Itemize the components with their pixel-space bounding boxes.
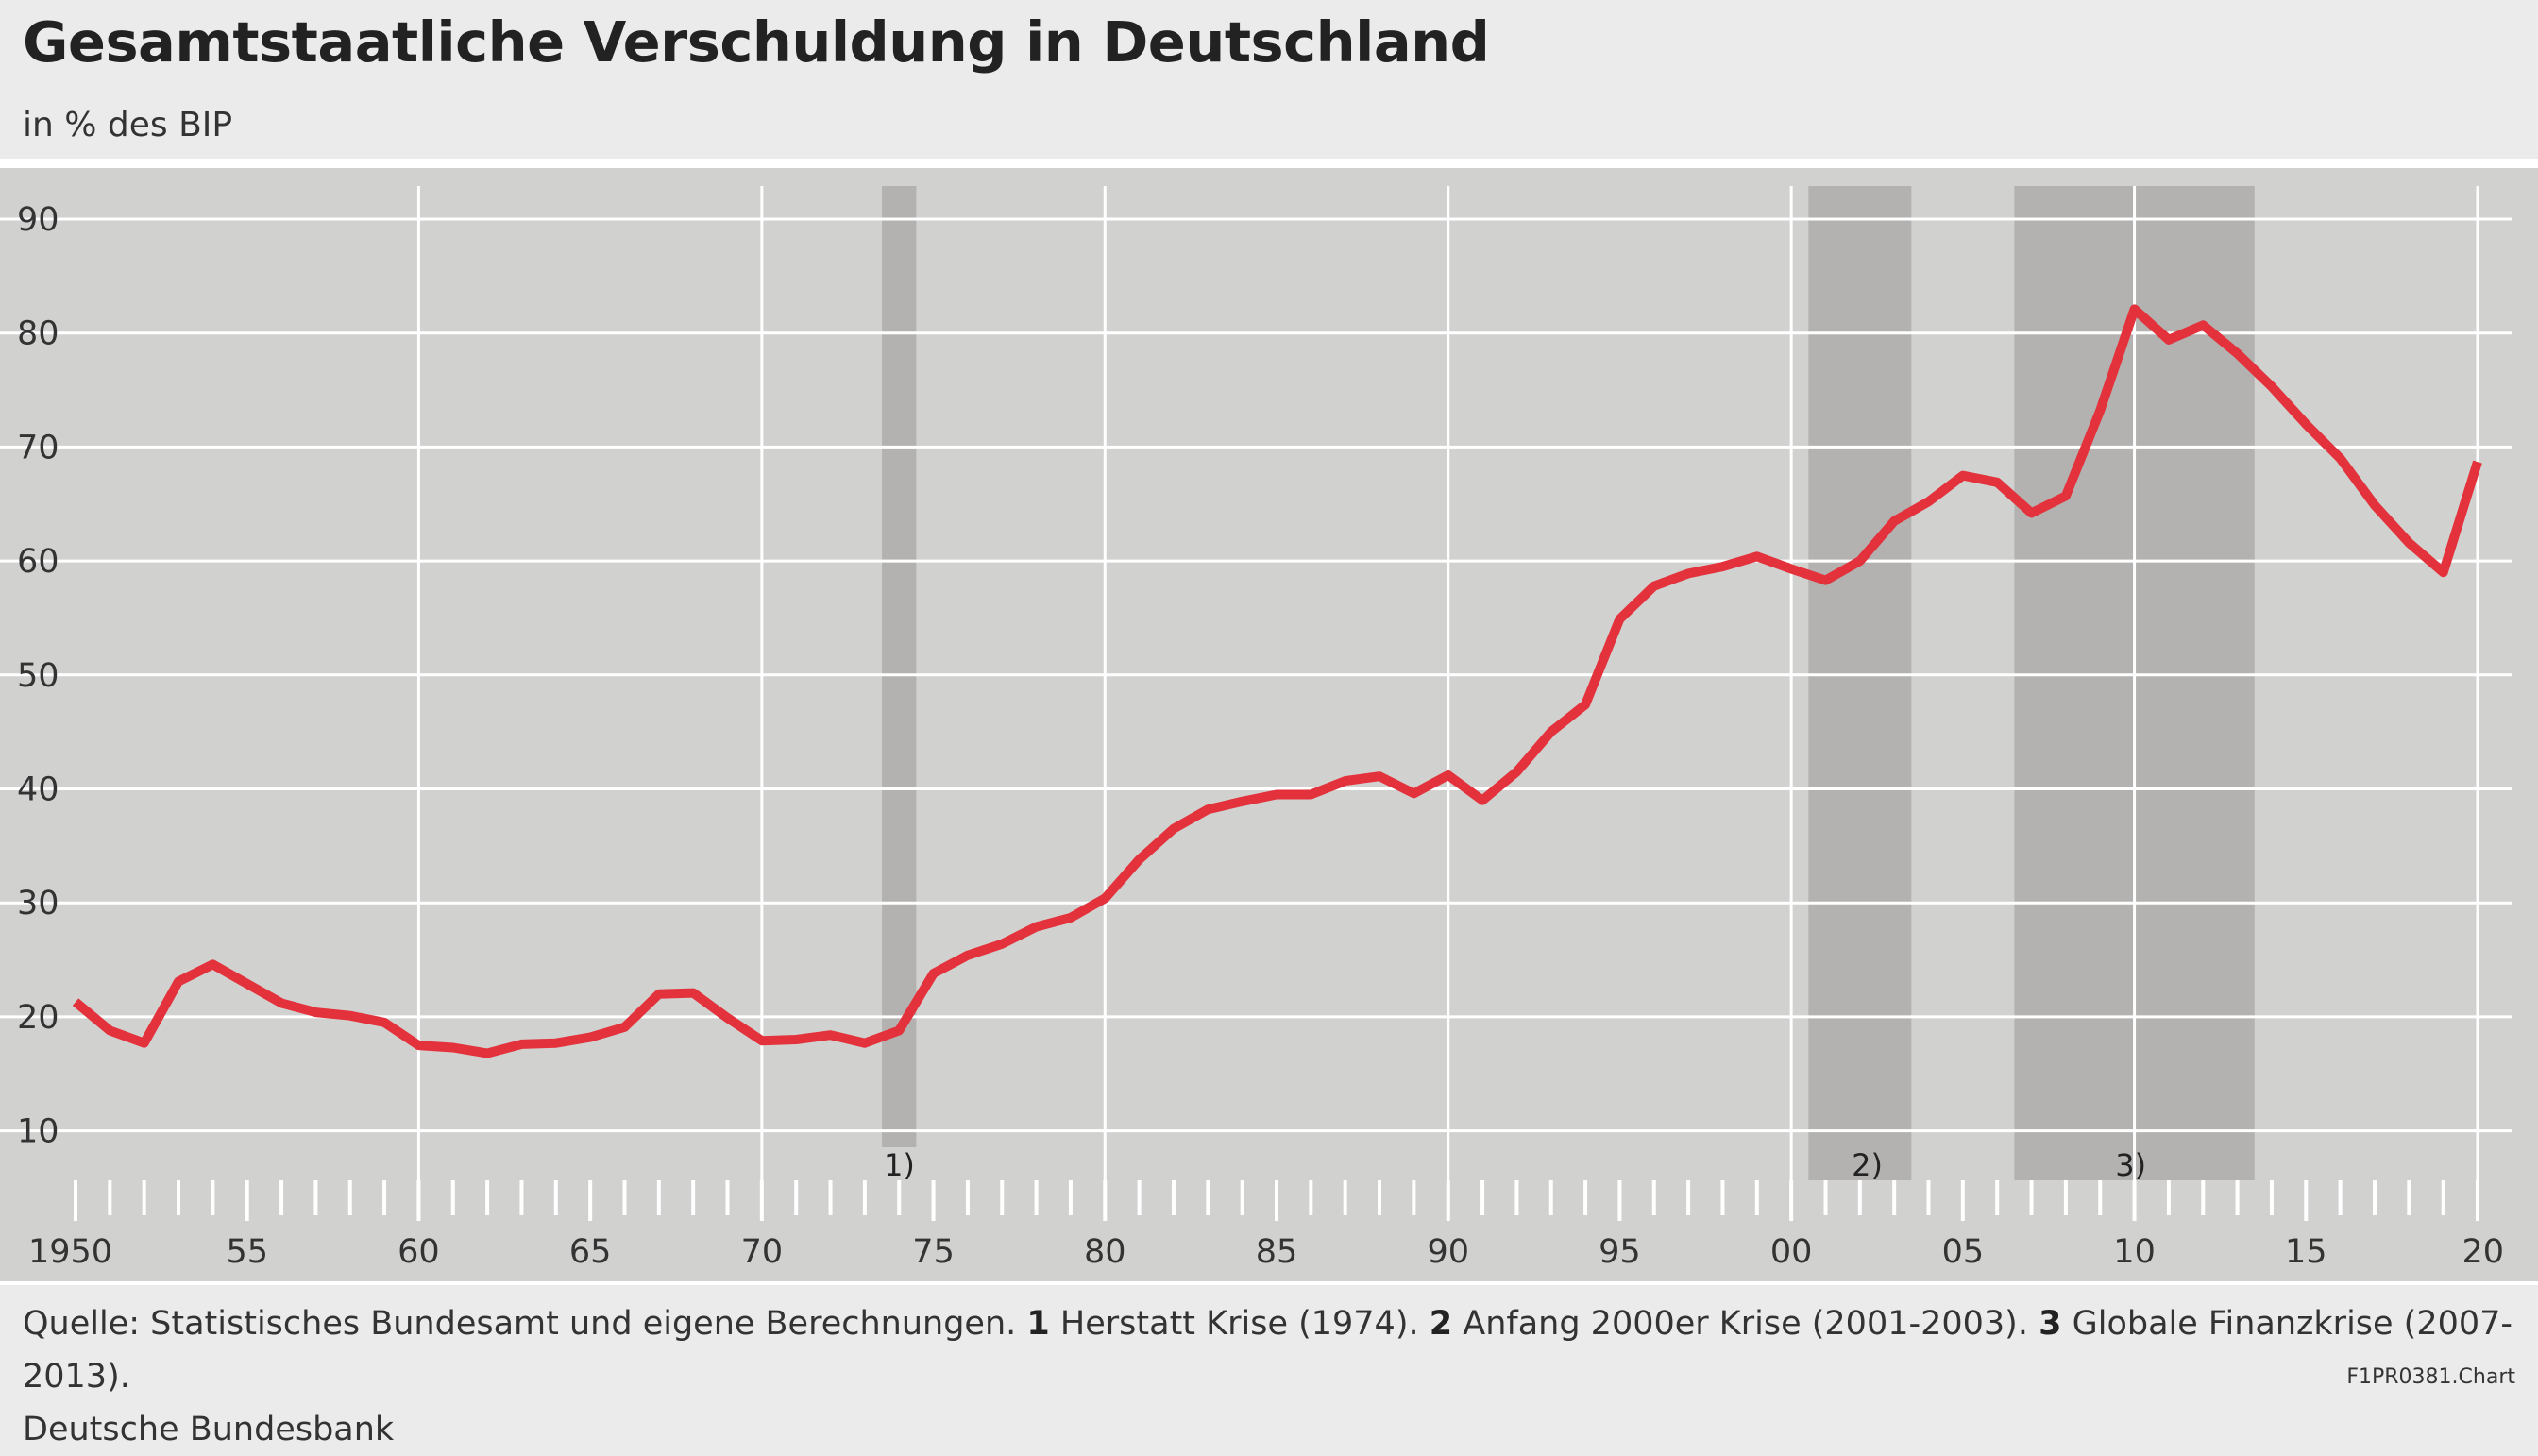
x-tick-label: 65 [569, 1233, 612, 1271]
y-axis-labels: 10 20 30 40 50 60 70 80 90 [17, 201, 59, 1151]
y-tick-label: 60 [17, 543, 59, 581]
publisher: Deutsche Bundesbank [23, 1411, 395, 1448]
y-tick-label: 50 [17, 657, 59, 695]
x-tick-label: 1950 [28, 1233, 112, 1271]
grid-lines [0, 186, 2512, 1180]
series-layer [72, 304, 2482, 1058]
footer-line-1: Quelle: Statistisches Bundesamt und eige… [23, 1297, 2515, 1403]
x-tick-label: 95 [1599, 1233, 1641, 1271]
crisis-band-label: 1) [884, 1147, 915, 1183]
y-tick-label: 20 [17, 999, 59, 1037]
y-tick-label: 70 [17, 429, 59, 466]
y-tick-label: 10 [17, 1113, 59, 1151]
x-tick-label: 90 [1427, 1233, 1469, 1271]
x-axis-ticks [74, 1180, 2479, 1221]
source-text: Quelle: Statistisches Bundesamt und eige… [23, 1305, 1017, 1343]
note-3-text: Globale Finanzkrise (2007-2013). [23, 1305, 2513, 1396]
note-1-number: 1 [1026, 1305, 1050, 1343]
x-tick-label: 85 [1256, 1233, 1298, 1271]
crisis-band-label: 2) [1852, 1147, 1883, 1183]
note-2-number: 2 [1429, 1305, 1453, 1343]
chart-code: F1PR0381.Chart [2346, 1365, 2515, 1389]
x-tick-label: 70 [741, 1233, 784, 1271]
x-tick-label: 75 [912, 1233, 955, 1271]
debt-series-line [72, 304, 2482, 1058]
x-tick-label: 60 [398, 1233, 440, 1271]
y-tick-label: 90 [17, 201, 59, 239]
y-tick-label: 30 [17, 885, 59, 923]
chart-title: Gesamtstaatliche Verschuldung in Deutsch… [23, 9, 1490, 75]
x-tick-label: 55 [226, 1233, 268, 1271]
footer-divider [0, 1281, 2538, 1285]
x-tick-label: 05 [1942, 1233, 1985, 1271]
crisis-band [1808, 186, 1912, 1180]
crisis-band [882, 186, 917, 1147]
x-tick-label: 80 [1084, 1233, 1126, 1271]
footer-notes: Quelle: Statistisches Bundesamt und eige… [23, 1297, 2515, 1456]
crisis-band-label: 3) [2115, 1147, 2146, 1183]
x-tick-label: 00 [1770, 1233, 1813, 1271]
chart-subtitle: in % des BIP [23, 106, 233, 144]
note-1-text: Herstatt Krise (1974). [1059, 1305, 1419, 1343]
note-3-number: 3 [2039, 1305, 2062, 1343]
y-tick-label: 80 [17, 315, 59, 353]
x-tick-label: 15 [2285, 1233, 2327, 1271]
debt-line-chart: 1) 2) 3) 10 20 30 40 50 60 70 80 90 1950 55 60 65 70 75… [0, 168, 2538, 1282]
x-tick-label: 10 [2113, 1233, 2156, 1271]
crisis-band-labels: 1) 2) 3) [884, 1147, 2146, 1183]
x-axis-labels: 1950 55 60 65 70 75 80 85 90 95 00 05 10 15 20 [28, 1233, 2504, 1271]
note-2-text: Anfang 2000er Krise (2001-2003). [1463, 1305, 2028, 1343]
y-tick-label: 40 [17, 771, 59, 809]
x-tick-label: 20 [2462, 1233, 2504, 1271]
header-divider [0, 159, 2538, 168]
